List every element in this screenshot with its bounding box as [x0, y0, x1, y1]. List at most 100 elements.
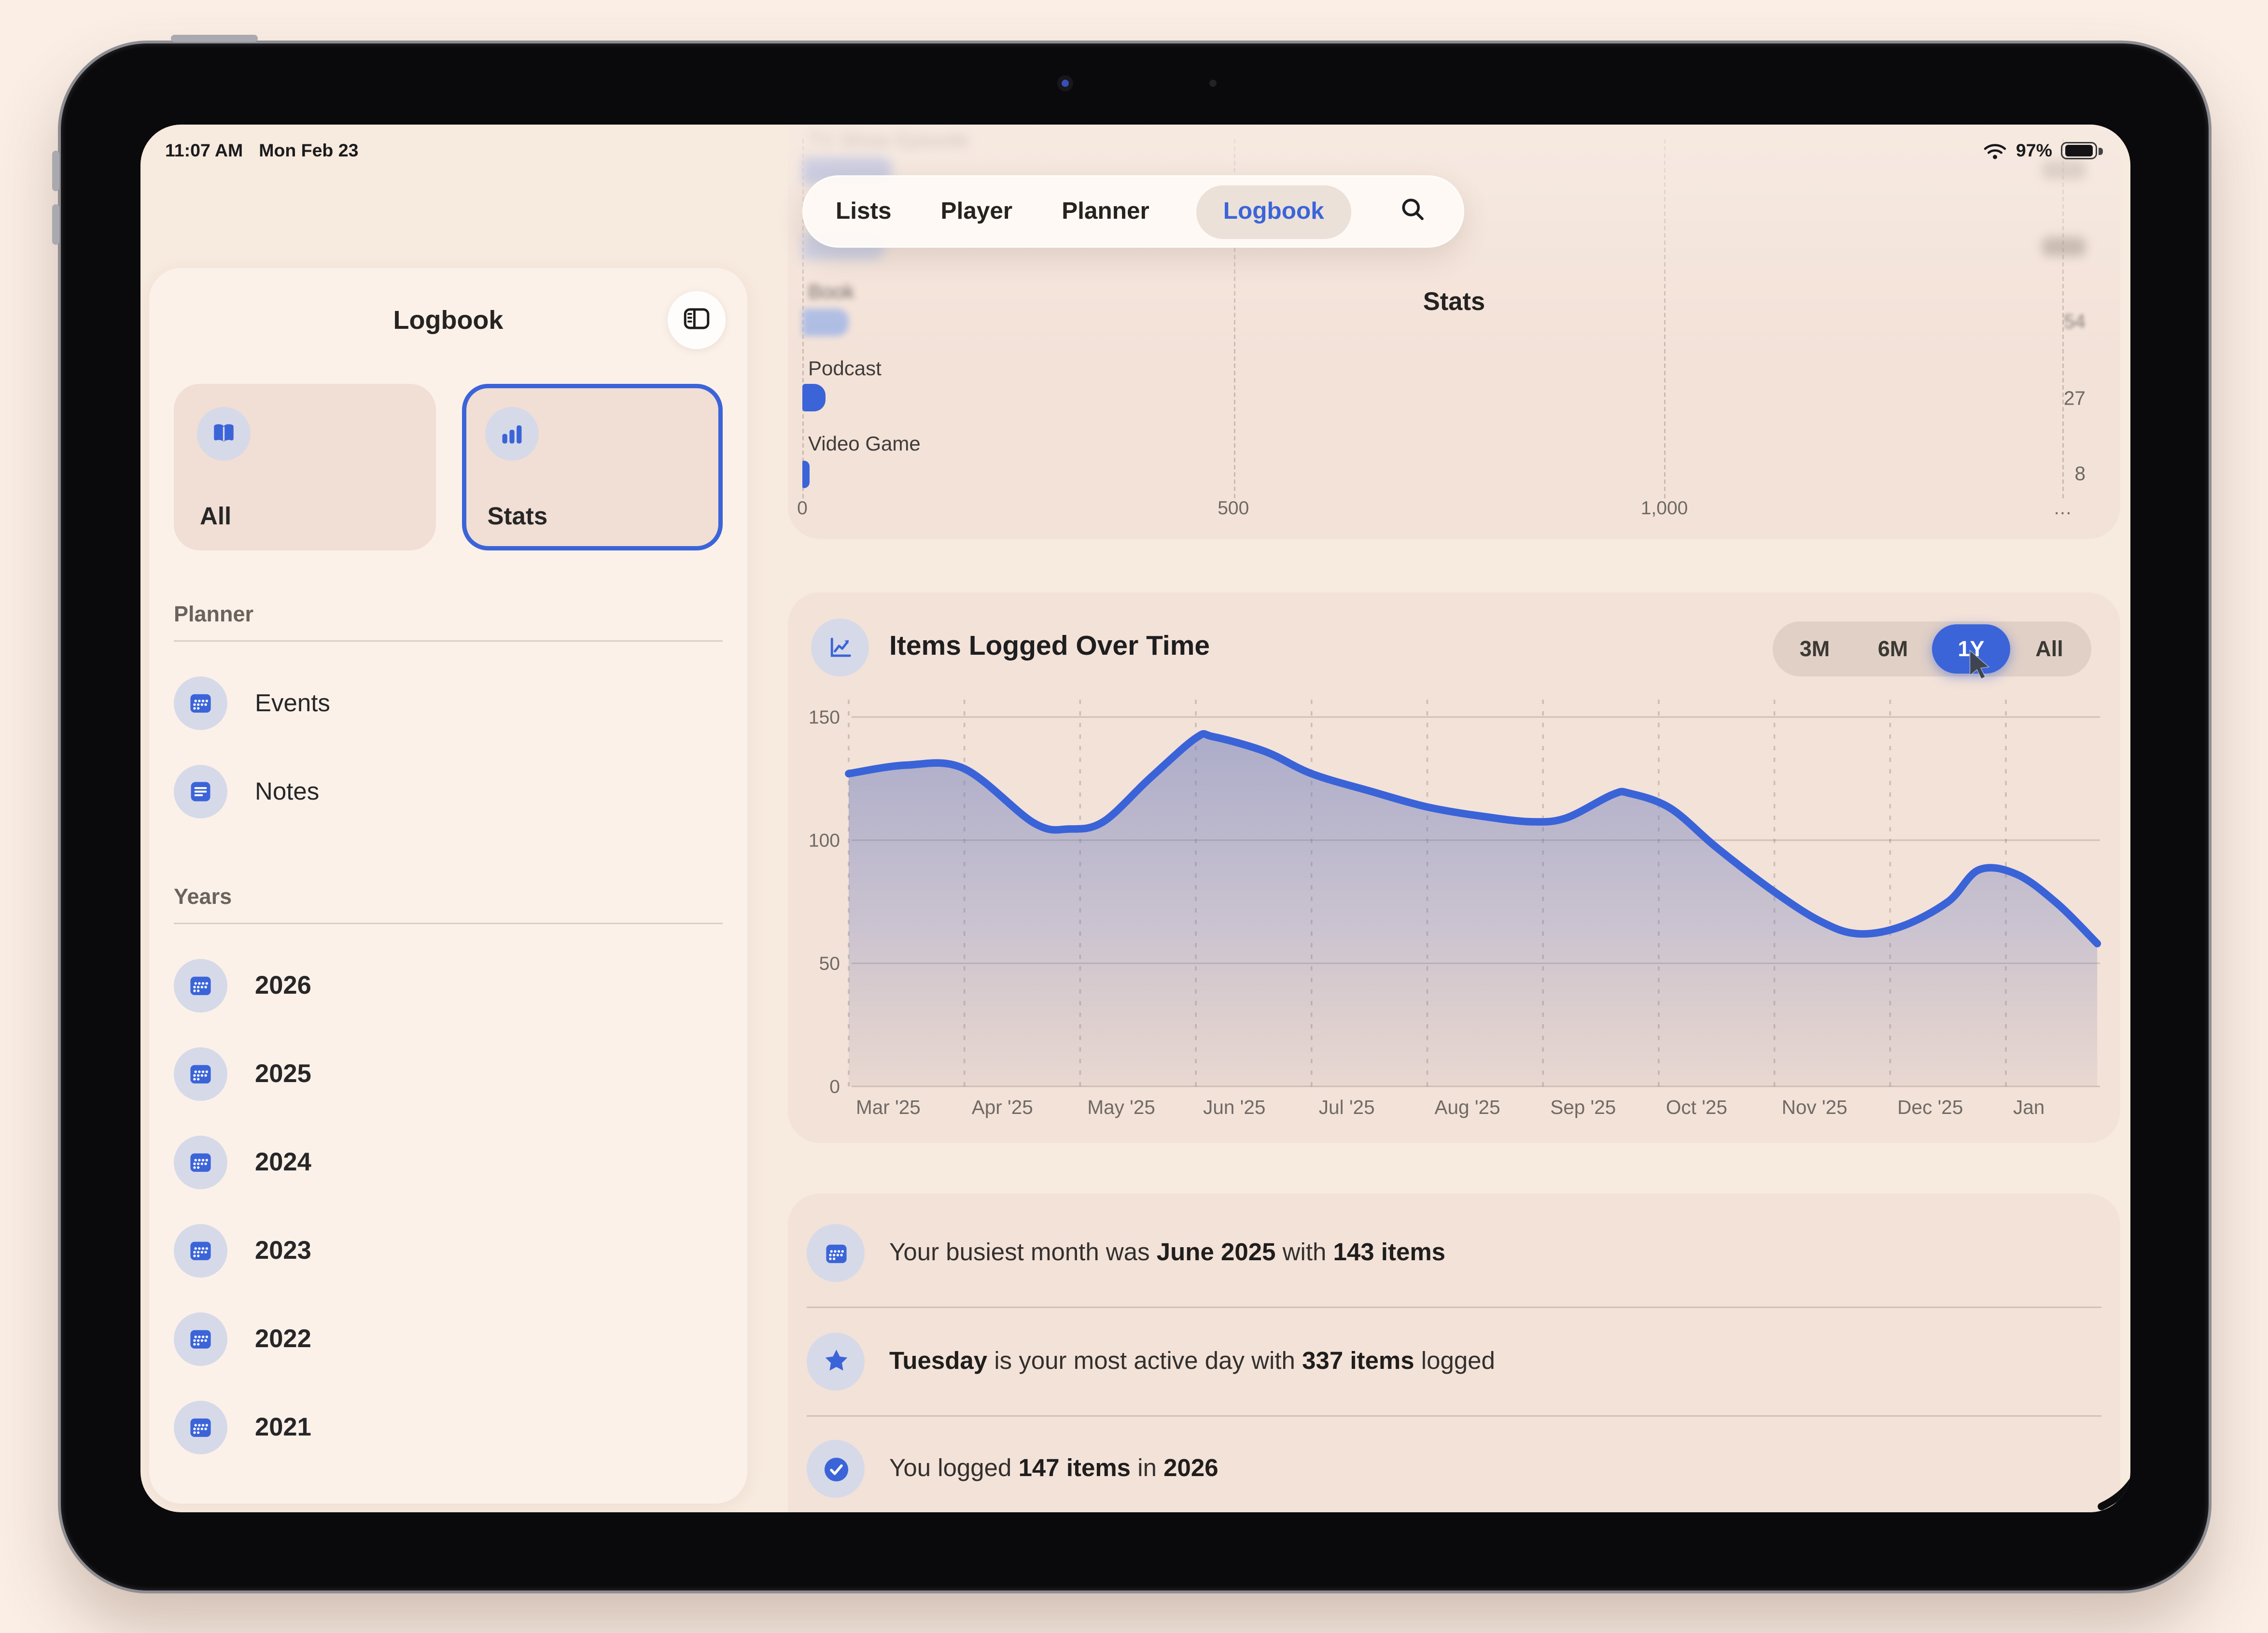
- calendar-icon: [174, 1224, 227, 1278]
- svg-text:Nov '25: Nov '25: [1782, 1096, 1848, 1118]
- section-planner: Planner Events Notes: [174, 603, 723, 818]
- view-cards: All Stats: [149, 372, 747, 550]
- volume-up-button: [52, 151, 59, 191]
- sidebar-item-label: 2023: [255, 1236, 311, 1265]
- sidebar-item-2026[interactable]: 2026: [174, 959, 723, 1013]
- insight-row: Tuesday is your most active day with 337…: [807, 1308, 2101, 1415]
- corner-swoosh-mark: [2098, 1477, 2130, 1510]
- insight-divider: [807, 1414, 2101, 1416]
- wifi-icon: [1983, 141, 2007, 160]
- tab-logbook[interactable]: Logbook: [1195, 184, 1352, 239]
- insight-row: You logged 147 items in 2026: [807, 1415, 2101, 1512]
- sidebar-item-notes[interactable]: Notes: [174, 765, 723, 818]
- svg-text:May '25: May '25: [1087, 1096, 1155, 1118]
- sidebar-toggle-icon: [681, 302, 713, 338]
- svg-text:Apr '25: Apr '25: [972, 1096, 1033, 1118]
- sidebar-item-label: Notes: [255, 777, 320, 805]
- section-title: Planner: [174, 603, 254, 627]
- insight-text: You logged 147 items in 2026: [889, 1454, 1218, 1482]
- range-option-3m[interactable]: 3M: [1799, 636, 1830, 662]
- bar-gridline: [1664, 139, 1666, 498]
- bar-row: [802, 384, 826, 411]
- svg-text:150: 150: [809, 707, 840, 728]
- sidebar-item-2023[interactable]: 2023: [174, 1224, 723, 1278]
- view-card-label: Stats: [487, 503, 548, 530]
- svg-text:50: 50: [819, 954, 840, 974]
- items-over-time-card: Items Logged Over Time 3M 6M 1Y All 0 50 100 1…: [788, 592, 2120, 1143]
- svg-text:Mar '25: Mar '25: [856, 1096, 921, 1118]
- line-chart-title: Items Logged Over Time: [889, 632, 1210, 662]
- sidebar-toggle-button[interactable]: [668, 291, 726, 349]
- sidebar-item-2025[interactable]: 2025: [174, 1047, 723, 1101]
- tab-planner[interactable]: Planner: [1062, 197, 1149, 224]
- calendar-icon: [174, 959, 227, 1013]
- bar-axis-tick: 1,000: [1640, 497, 1688, 519]
- insight-text: Your busiest month was June 2025 with 14…: [889, 1239, 1446, 1266]
- sidebar-item-2021[interactable]: 2021: [174, 1401, 723, 1454]
- sidebar-item-events[interactable]: Events: [174, 676, 723, 730]
- sidebar-item-label: 2024: [255, 1147, 311, 1176]
- svg-text:Aug '25: Aug '25: [1435, 1096, 1500, 1118]
- tab-lists[interactable]: Lists: [836, 197, 892, 224]
- sidebar-item-label: 2026: [255, 971, 311, 1000]
- svg-text:Sep '25: Sep '25: [1550, 1096, 1616, 1118]
- svg-text:Jan: Jan: [2013, 1096, 2044, 1118]
- battery-icon: [2061, 141, 2102, 160]
- bar-value-blurred: [2042, 236, 2086, 255]
- bar-axis-tick: …: [2053, 497, 2072, 519]
- view-card-stats[interactable]: Stats: [461, 384, 723, 550]
- calendar-icon: [174, 1136, 227, 1189]
- calendar-icon: [174, 1401, 227, 1454]
- mouse-cursor: [1969, 649, 1990, 679]
- note-icon: [174, 765, 227, 818]
- svg-text:0: 0: [829, 1077, 840, 1098]
- svg-text:Oct '25: Oct '25: [1666, 1096, 1727, 1118]
- bar-category-label: Video Game: [808, 432, 921, 455]
- tab-list: Lists Player Planner Logbook: [833, 184, 1352, 239]
- view-card-all[interactable]: All: [174, 384, 435, 550]
- search-button[interactable]: [1390, 190, 1434, 233]
- items-over-time-chart: 0 50 100 150 Mar '25 Apr '25 May '25 Jun '25 Jul…: [809, 700, 2101, 1118]
- calendar-icon: [174, 1312, 227, 1366]
- clock-date: Mon Feb 23: [259, 141, 359, 161]
- range-option-all[interactable]: All: [2035, 636, 2063, 662]
- sidebar-item-label: Events: [255, 689, 330, 717]
- bar-axis-tick: 0: [797, 497, 808, 519]
- section-divider: [174, 640, 723, 642]
- calendar-icon: [174, 1047, 227, 1101]
- sidebar-header: Logbook: [149, 268, 747, 372]
- insights-card: Your busiest month was June 2025 with 14…: [788, 1194, 2120, 1512]
- camera-sensor-dot: [1209, 80, 1217, 87]
- sidebar-sections: Planner Events Notes Years 2026 2025 2024 2023 2…: [149, 603, 747, 1454]
- sidebar-item-2024[interactable]: 2024: [174, 1136, 723, 1189]
- bar-value: 27: [2063, 387, 2086, 408]
- section-divider: [174, 923, 723, 924]
- bar-row: [802, 460, 810, 488]
- ipad-device: 11:07 AM Mon Feb 23 97% 0 500 1,000… TV Sho…: [52, 35, 2212, 1593]
- top-tab-bar: Lists Player Planner Logbook: [802, 175, 1464, 248]
- status-bar: 11:07 AM Mon Feb 23 97%: [140, 135, 2130, 167]
- section-years: Years 2026 2025 2024 2023 2022 2021: [174, 885, 723, 1454]
- clock-time: 11:07 AM: [165, 141, 243, 161]
- time-range-segmented-control: 3M 6M 1Y All: [1773, 621, 2091, 676]
- star-icon: [807, 1332, 865, 1390]
- page-title: Stats: [1423, 287, 1485, 316]
- sidebar-item-2022[interactable]: 2022: [174, 1312, 723, 1366]
- book-icon: [197, 407, 251, 461]
- section-title: Years: [174, 885, 232, 910]
- tab-player[interactable]: Player: [940, 197, 1013, 224]
- calendar-icon: [807, 1224, 865, 1282]
- front-camera-icon: [1057, 75, 1073, 91]
- sidebar-item-label: 2025: [255, 1059, 311, 1088]
- svg-text:Jul '25: Jul '25: [1319, 1096, 1375, 1118]
- calendar-icon: [174, 676, 227, 730]
- search-icon: [1397, 194, 1428, 229]
- sidebar-title: Logbook: [393, 305, 504, 334]
- bar-axis-tick: 500: [1218, 497, 1249, 519]
- svg-text:Dec '25: Dec '25: [1897, 1096, 1963, 1118]
- svg-text:100: 100: [809, 831, 840, 851]
- sidebar-item-label: 2021: [255, 1412, 311, 1441]
- battery-percent: 97%: [2016, 141, 2052, 161]
- range-option-6m[interactable]: 6M: [1877, 636, 1908, 662]
